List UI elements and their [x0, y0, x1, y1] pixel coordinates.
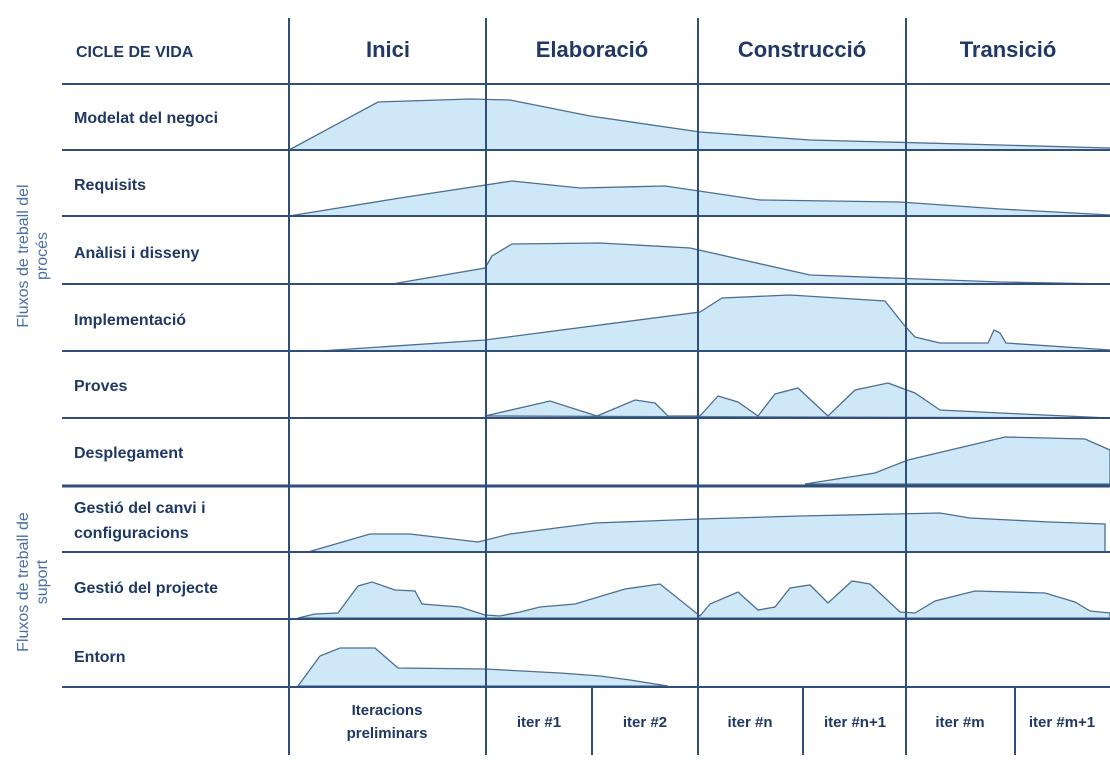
workflow-modelat-del-negoci: Modelat del negoci [74, 110, 218, 127]
workflow-implementacio: Implementació [74, 312, 186, 329]
curve-proves [484, 382, 1110, 419]
iteration-labels: Iteracions preliminars iter #1 iter #2 i… [347, 702, 1096, 742]
iteration-n: iter #n [727, 714, 772, 731]
phase-elaboracio: Elaboració [536, 37, 648, 62]
phase-inici: Inici [366, 37, 410, 62]
cicle-de-vida-label: CICLE DE VIDA [76, 44, 194, 61]
phase-transicio: Transició [960, 37, 1057, 62]
group-suport-line1: Fluxos de treball de [15, 512, 32, 652]
curve-requisits [288, 180, 1110, 217]
workflow-gestio-del-projecte: Gestió del projecte [74, 580, 218, 597]
workflow-proves: Proves [74, 378, 127, 395]
column-separators [288, 18, 1016, 755]
group-proces-line1: Fluxos de treball del [15, 184, 32, 327]
iteration-2: iter #2 [623, 714, 667, 731]
workflow-requisits: Requisits [74, 177, 146, 194]
group-suport-line2: suport [34, 559, 51, 604]
group-label-proces: Fluxos de treball del procés [15, 184, 51, 327]
iteration-preliminars-line2: preliminars [347, 725, 428, 742]
workflow-desplegament: Desplegament [74, 445, 184, 462]
row-separators [62, 83, 1110, 688]
workflow-labels: Modelat del negoci Requisits Anàlisi i d… [74, 110, 218, 666]
curve-desplegament [804, 436, 1110, 485]
workflow-analisi-i-disseny: Anàlisi i disseny [74, 245, 199, 262]
curve-analisi-i-disseny [391, 242, 1110, 285]
iteration-n-plus-1: iter #n+1 [824, 714, 886, 731]
group-label-suport: Fluxos de treball de suport [15, 512, 51, 652]
iteration-m: iter #m [935, 714, 984, 731]
iteration-preliminars-line1: Iteracions [352, 702, 423, 719]
phase-construccio: Construcció [738, 37, 866, 62]
workload-curves [288, 98, 1110, 687]
curve-gestio-canvi [307, 512, 1106, 553]
curve-implementacio [319, 294, 1110, 352]
workflow-gestio-canvi-line1: Gestió del canvi i [74, 500, 206, 517]
curve-entorn [296, 647, 669, 687]
workflow-gestio-canvi-line2: configuracions [74, 525, 189, 542]
curve-gestio-projecte [297, 580, 1110, 619]
group-proces-line2: procés [34, 232, 51, 280]
workflow-entorn: Entorn [74, 649, 126, 666]
iteration-m-plus-1: iter #m+1 [1029, 714, 1095, 731]
curve-modelat-del-negoci [288, 98, 1110, 151]
iteration-1: iter #1 [517, 714, 561, 731]
